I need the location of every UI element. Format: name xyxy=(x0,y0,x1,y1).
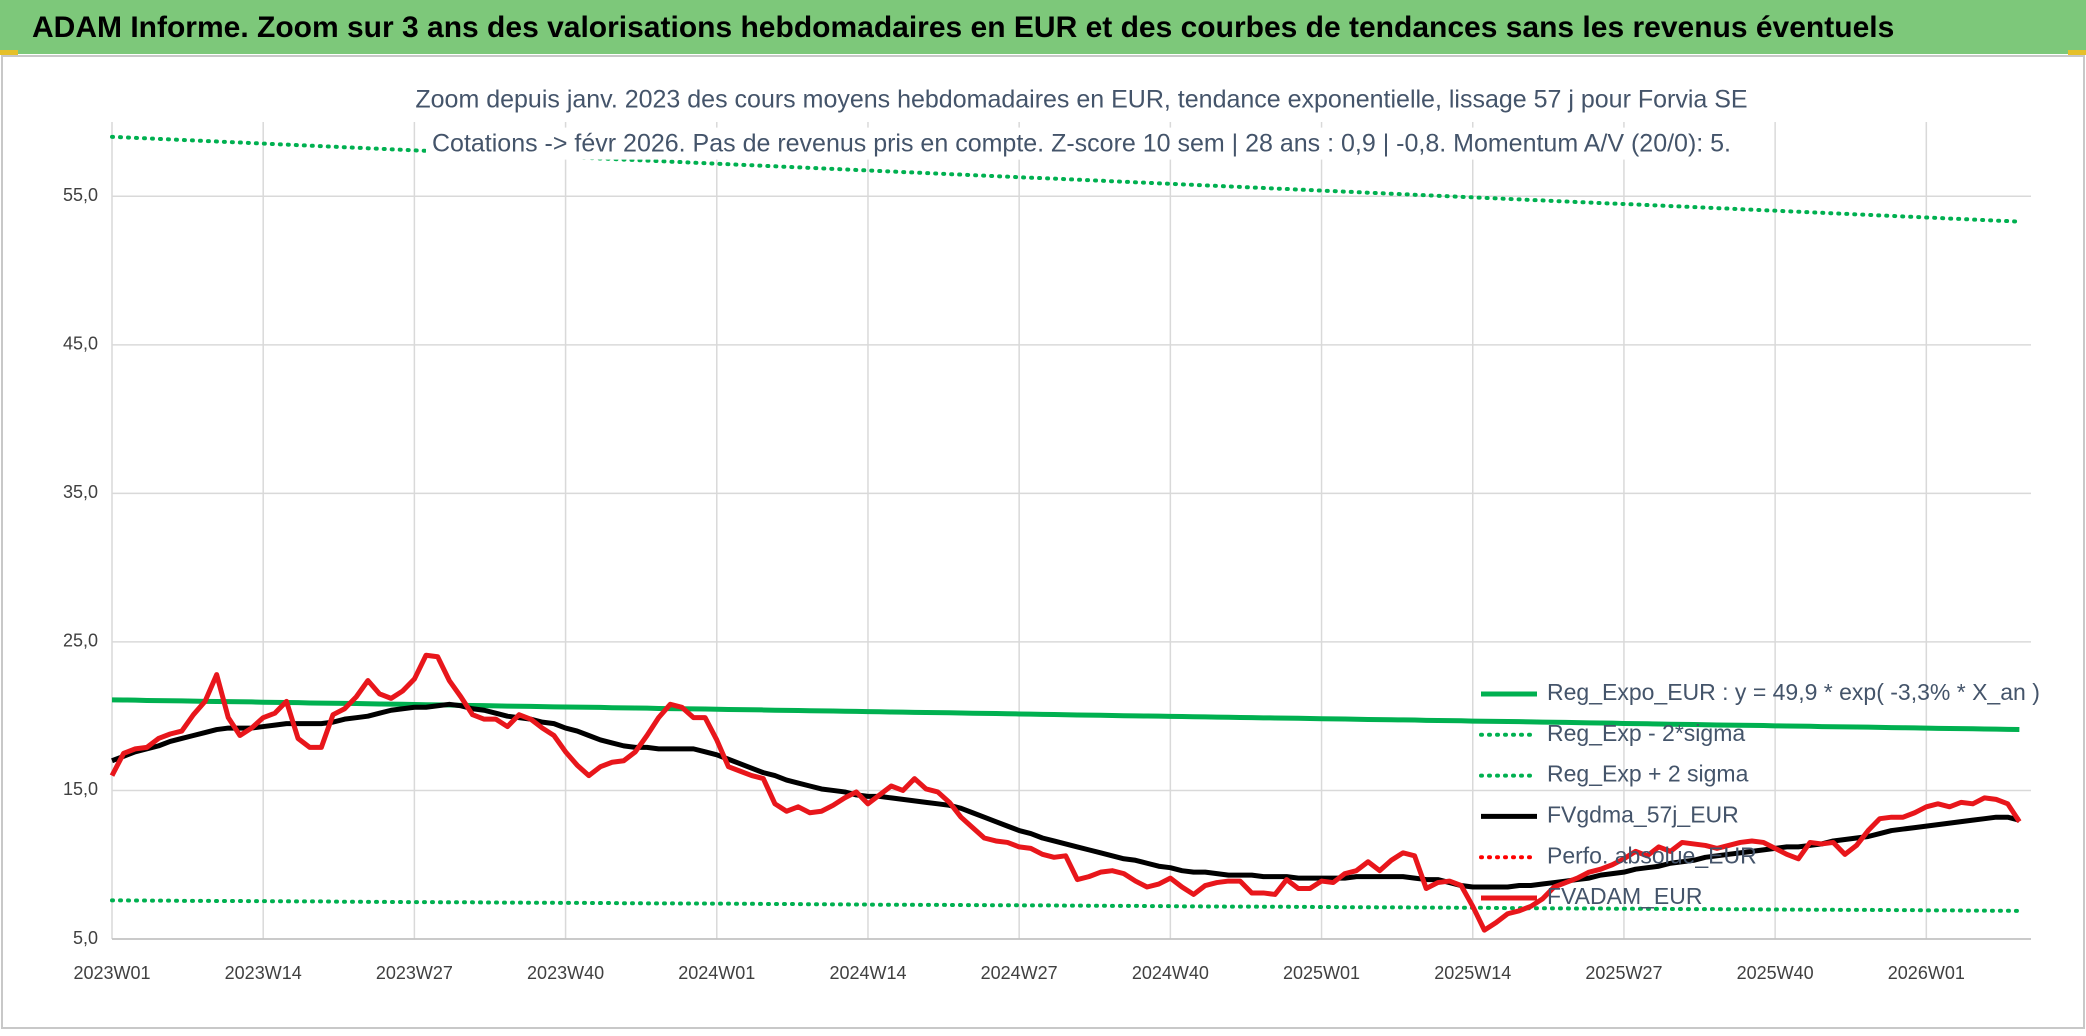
x-tick-label: 2025W27 xyxy=(1585,963,1662,983)
titles: Zoom depuis janv. 2023 des cours moyens … xyxy=(409,83,1754,160)
y-tick-label: 55,0 xyxy=(63,185,98,205)
chart-frame xyxy=(1,55,2085,1029)
x-tick-label: 2024W27 xyxy=(981,963,1058,983)
x-tick-label: 2026W01 xyxy=(1888,963,1965,983)
legend-label: Reg_Expo_EUR : y = 49,9 * exp( -3,3% * X… xyxy=(1547,679,2040,705)
y-tick-label: 5,0 xyxy=(73,928,98,948)
y-tick-label: 25,0 xyxy=(63,631,98,651)
x-tick-label: 2023W01 xyxy=(73,963,150,983)
corner-accent xyxy=(0,50,18,55)
header-banner xyxy=(0,0,2086,54)
x-tick-label: 2023W40 xyxy=(527,963,604,983)
legend-label: Reg_Exp + 2 sigma xyxy=(1547,761,1749,787)
grid: 5,0 15,0 25,0 35,0 45,0 55,0 2023W01 2023W14 202… xyxy=(63,122,2031,983)
x-tick-label: 2025W40 xyxy=(1737,963,1814,983)
series-line xyxy=(110,898,2022,913)
x-tick-label: 2024W40 xyxy=(1132,963,1209,983)
legend-label: FVADAM_EUR xyxy=(1547,883,1703,909)
chart-subtitle: Cotations -> févr 2026. Pas de revenus p… xyxy=(432,130,1731,158)
chart-title: Zoom depuis janv. 2023 des cours moyens … xyxy=(415,86,1747,114)
title-background xyxy=(425,127,1738,160)
x-tick-label: 2023W27 xyxy=(376,963,453,983)
series-line xyxy=(109,652,2022,933)
x-tick-label: 2025W01 xyxy=(1283,963,1360,983)
legend-label: Reg_Exp - 2*sigma xyxy=(1547,720,1745,746)
y-tick-label: 15,0 xyxy=(63,779,98,799)
legend-label: Perfo. absolue_EUR xyxy=(1547,842,1757,868)
legend: Reg_Expo_EUR : y = 49,9 * exp( -3,3% * X… xyxy=(1479,679,2040,909)
y-tick-label: 45,0 xyxy=(63,334,98,354)
x-tick-label: 2024W14 xyxy=(829,963,906,983)
title-background xyxy=(409,83,1754,116)
corner-accent xyxy=(2068,50,2086,55)
x-tick-label: 2025W14 xyxy=(1434,963,1511,983)
header-title: ADAM Informe. Zoom sur 3 ans des valoris… xyxy=(32,11,1894,44)
y-tick-label: 35,0 xyxy=(63,482,98,502)
series-line xyxy=(111,701,2020,890)
x-tick-label: 2023W14 xyxy=(225,963,302,983)
x-tick-label: 2024W01 xyxy=(678,963,755,983)
legend-label: FVgdma_57j_EUR xyxy=(1547,801,1739,827)
